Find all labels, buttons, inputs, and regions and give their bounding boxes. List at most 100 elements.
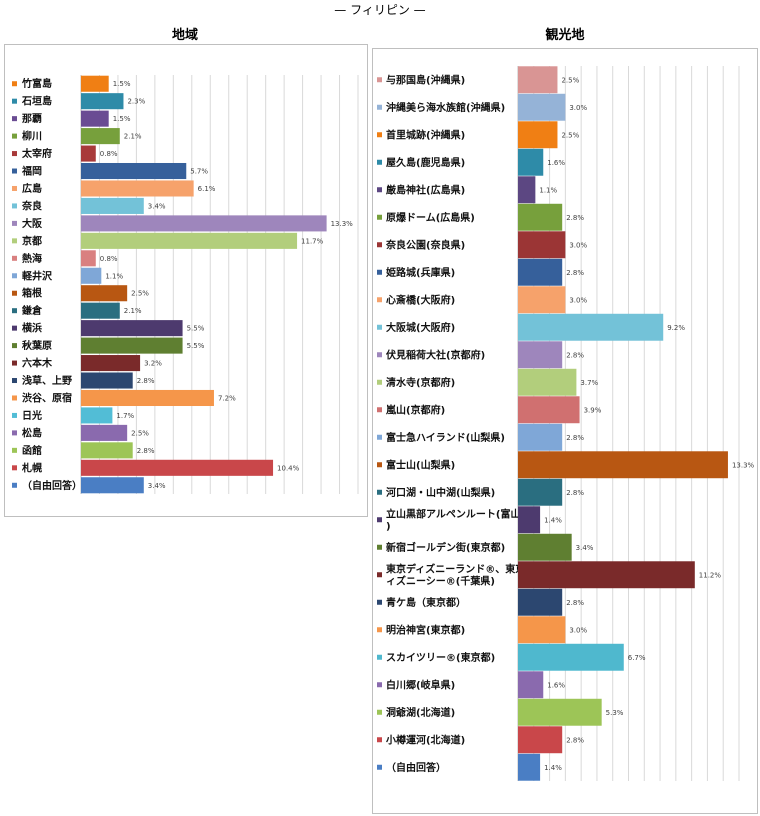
category-label: 函館	[22, 444, 42, 457]
value-label: 2.8%	[137, 447, 155, 455]
legend-swatch	[377, 764, 382, 770]
value-label: 1.6%	[547, 681, 565, 689]
value-label: 1.5%	[113, 115, 131, 123]
legend-swatch	[377, 187, 382, 193]
bar	[81, 407, 113, 424]
bar	[518, 616, 566, 644]
bar	[518, 671, 544, 699]
value-label: 3.0%	[569, 296, 587, 304]
category-label: 富士山(山梨県)	[386, 458, 455, 471]
legend-swatch	[377, 572, 382, 578]
bar	[518, 423, 563, 451]
category-label: 那覇	[22, 113, 42, 125]
legend-swatch	[12, 360, 17, 366]
bar	[518, 258, 563, 286]
legend-swatch	[377, 269, 382, 275]
legend-swatch	[12, 378, 17, 384]
legend-swatch	[12, 395, 17, 401]
bar	[81, 302, 120, 319]
bar	[81, 162, 187, 180]
value-label: 3.0%	[569, 104, 587, 112]
bar	[81, 442, 133, 459]
bar	[518, 506, 541, 534]
category-label: 首里城跡(沖縄県)	[386, 128, 465, 141]
legend-swatch	[377, 737, 382, 743]
category-label: 沖縄美ら海水族館(沖縄県)	[386, 101, 505, 114]
bar	[81, 459, 274, 476]
category-label: 立山黒部アルペンルート(富山県)	[386, 507, 530, 532]
bar	[518, 533, 572, 561]
bar	[518, 451, 728, 479]
legend-swatch	[377, 489, 382, 495]
category-label: 箱根	[22, 287, 42, 300]
legend-swatch	[377, 297, 382, 303]
legend-swatch	[12, 273, 17, 279]
value-label: 1.1%	[105, 272, 123, 280]
bar	[518, 176, 536, 204]
bar	[518, 643, 624, 671]
value-label: 1.6%	[547, 159, 565, 167]
legend-swatch	[12, 203, 17, 209]
bar	[81, 285, 128, 302]
value-label: 3.9%	[584, 406, 602, 414]
category-label: 松島	[22, 426, 42, 439]
legend-swatch	[377, 517, 382, 523]
value-label: 2.1%	[124, 133, 142, 141]
value-label: 6.1%	[198, 185, 216, 193]
category-label: 札幌	[21, 461, 42, 474]
category-label: 嵐山(京都府)	[386, 403, 445, 416]
value-label: 13.3%	[732, 461, 755, 469]
legend-swatch	[377, 407, 382, 413]
value-label: 7.2%	[218, 394, 236, 402]
category-label: 奈良公園(奈良県)	[385, 238, 465, 251]
category-label: 竹富島	[21, 77, 52, 90]
category-label: 渋谷、原宿	[22, 391, 72, 404]
value-label: 1.7%	[116, 412, 134, 420]
value-label: 3.0%	[569, 626, 587, 634]
category-label: 与那国島(沖縄県)	[386, 73, 465, 86]
bar	[518, 588, 563, 616]
bar	[518, 698, 602, 726]
legend-swatch	[377, 709, 382, 715]
category-label: 日光	[22, 409, 42, 422]
legend-swatch	[12, 168, 17, 174]
value-label: 3.4%	[148, 482, 166, 490]
value-label: 5.7%	[190, 168, 208, 176]
value-label: 11.2%	[699, 571, 722, 579]
category-label: 洞爺湖(北海道)	[386, 706, 455, 719]
legend-swatch	[377, 627, 382, 633]
category-label: 熱海	[22, 252, 42, 265]
left-chart-panel	[4, 44, 368, 517]
legend-swatch	[12, 133, 17, 139]
value-label: 2.5%	[131, 429, 149, 437]
category-label: 姫路城(兵庫県)	[386, 266, 455, 279]
category-label: 小樽運河(北海道)	[385, 733, 465, 746]
legend-swatch	[12, 308, 17, 314]
bar	[518, 368, 577, 396]
value-label: 2.5%	[131, 290, 149, 298]
legend-swatch	[12, 151, 17, 157]
legend-swatch	[377, 104, 382, 110]
bar	[518, 561, 695, 589]
bar	[81, 232, 298, 249]
value-label: 5.5%	[187, 325, 205, 333]
legend-swatch	[12, 447, 17, 453]
legend-swatch	[377, 544, 382, 550]
value-label: 3.4%	[148, 202, 166, 210]
bar	[518, 396, 580, 424]
category-label: 福岡	[21, 165, 42, 178]
legend-swatch	[377, 214, 382, 220]
category-label: 奈良	[21, 199, 42, 212]
value-label: 5.3%	[606, 709, 624, 717]
left-chart-title: 地域	[171, 28, 198, 43]
category-label: 清水寺(京都府)	[386, 376, 455, 389]
value-label: 6.7%	[628, 654, 646, 662]
category-label: 柳川	[22, 130, 42, 143]
value-label: 2.8%	[566, 434, 584, 442]
legend-swatch	[377, 352, 382, 358]
bar	[518, 341, 563, 369]
value-label: 2.5%	[561, 131, 579, 139]
bar	[518, 753, 541, 781]
value-label: 1.4%	[544, 516, 562, 524]
category-label: 東京ディズニーランド®、東京ディズニーシー®(千葉県)	[386, 562, 536, 587]
